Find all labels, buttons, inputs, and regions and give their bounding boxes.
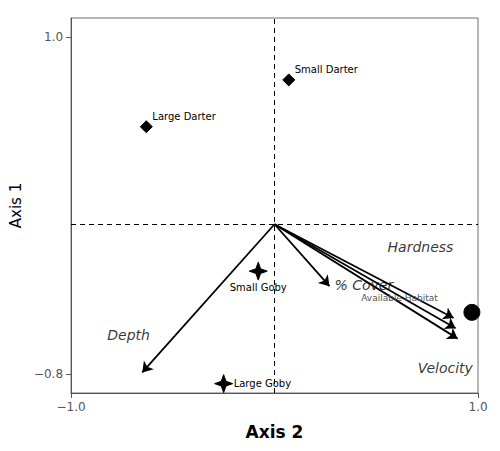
- svg-text:Small Darter: Small Darter: [295, 64, 359, 75]
- svg-text:Hardness: Hardness: [388, 239, 454, 255]
- svg-text:Axis 1: Axis 1: [7, 183, 25, 228]
- svg-text:Small Goby: Small Goby: [230, 282, 287, 293]
- svg-text:Velocity: Velocity: [418, 360, 474, 376]
- svg-text:Available Habitat: Available Habitat: [361, 293, 438, 303]
- svg-text:Axis 2: Axis 2: [246, 422, 304, 442]
- svg-text:−0.8: −0.8: [34, 367, 63, 381]
- svg-text:1.0: 1.0: [468, 400, 487, 414]
- svg-text:% Cover: % Cover: [334, 277, 394, 293]
- svg-text:Large Darter: Large Darter: [152, 111, 216, 122]
- svg-text:−1.0: −1.0: [56, 400, 85, 414]
- svg-text:Depth: Depth: [107, 327, 150, 343]
- svg-text:Large Goby: Large Goby: [234, 378, 292, 389]
- svg-text:1.0: 1.0: [44, 30, 63, 44]
